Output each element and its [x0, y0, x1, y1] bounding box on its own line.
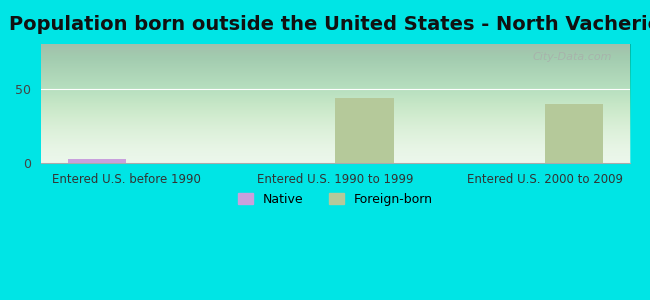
Legend: Native, Foreign-born: Native, Foreign-born — [233, 188, 437, 211]
Text: City-Data.com: City-Data.com — [533, 52, 612, 62]
Bar — [68, 159, 126, 163]
Bar — [545, 103, 603, 163]
Bar — [335, 98, 394, 163]
Title: Population born outside the United States - North Vacherie: Population born outside the United State… — [9, 15, 650, 34]
